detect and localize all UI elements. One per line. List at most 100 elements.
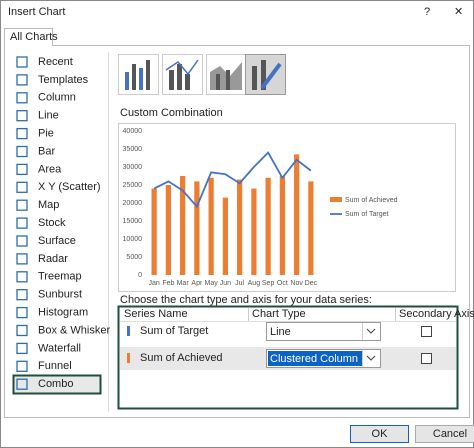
x-tick-label: Feb [162,280,174,287]
ok-button[interactable] [350,425,409,443]
line-series [153,151,312,209]
tab[interactable]: All Charts [10,31,58,43]
chart-preview [118,123,456,292]
x-tick-label: Jan [148,280,159,287]
x-tick-label: Jun [220,280,231,287]
bar [294,154,300,275]
cancel-button[interactable] [415,425,474,443]
y-tick-label: 20000 [123,200,143,207]
sidebar-item[interactable]: Sunburst [38,289,82,301]
bar [151,188,157,275]
legend-key [330,197,342,202]
icon [169,70,174,90]
y-tick-label: 40000 [123,128,143,135]
item-icon [16,199,28,211]
y-tick-label: 0 [138,272,142,279]
sidebar-item[interactable]: Templates [38,74,89,86]
y-tick-label: 35000 [123,146,143,153]
legend-label: Sum of Achieved [345,197,398,204]
item-icon [16,145,28,158]
sidebar-item[interactable]: Histogram [38,307,88,319]
chart-type: Line [270,326,291,338]
sidebar-item[interactable]: Surface [38,235,76,247]
bar [194,181,200,275]
bar [180,176,186,275]
sidebar-item[interactable]: Radar [38,253,68,265]
icon [252,66,257,90]
sidebar-item[interactable]: Combo [38,378,73,390]
sidebar-item[interactable]: Column [38,92,76,104]
item-icon [16,324,28,337]
icon [177,64,182,90]
column-header: Chart Type [252,308,306,320]
subtype-title: Custom Combination [120,107,223,119]
sidebar-item[interactable]: Area [38,163,62,175]
item-icon [16,110,28,122]
icon [185,74,190,90]
y-tick-label: 5000 [126,254,142,261]
help-button[interactable]: ? [424,6,430,18]
subtypes [118,54,286,95]
sidebar-item[interactable]: X Y (Scatter) [38,181,101,193]
item-icon [16,163,28,176]
y-tick-label: 10000 [123,236,143,243]
sidebar-item[interactable]: Pie [38,128,54,140]
icon [165,59,199,76]
selected-item [12,374,102,395]
y-tick-label: 25000 [123,182,143,189]
close-button[interactable]: ✕ [454,6,463,18]
icon [261,60,266,90]
bar [222,197,228,275]
subtype-1[interactable] [118,54,159,95]
series-marker [127,326,130,336]
bar [251,188,257,275]
icon [125,72,129,90]
button-label: Cancel [433,428,467,440]
item-icon [16,342,28,355]
main-panel [4,45,470,418]
x-tick-label: Dec [305,280,318,287]
x-tick-label: Jul [235,280,244,287]
subtype-2[interactable] [162,54,203,95]
x-tick-label: Aug [248,280,261,287]
sidebar-item[interactable]: Funnel [38,360,72,372]
item-icon [16,289,28,301]
item-icon [16,360,28,372]
x-tick-label: Nov [290,280,303,287]
bar [165,185,171,275]
x-tick-label: Oct [277,280,288,287]
item-icon [16,271,28,283]
button-label: OK [372,428,389,440]
dropdown-arrow [366,328,376,334]
item-icon [16,306,28,319]
chart-type-dropdown[interactable] [266,322,381,341]
secondary-axis-checkbox[interactable] [421,326,432,337]
item-icon [16,378,28,390]
sidebar-item[interactable]: Recent [38,56,73,68]
dialog-title: Insert Chart [8,6,65,18]
sidebar-item[interactable]: Treemap [38,271,82,283]
y-tick-label: 30000 [123,164,143,171]
sidebar-item[interactable]: Box & Whisker [38,324,110,336]
item-icon [16,127,28,140]
item-icon [16,181,28,193]
icon [132,64,136,90]
item-icon [16,235,28,247]
icon [139,68,143,90]
item-icon [16,56,28,68]
sidebar-item[interactable]: Map [38,199,59,211]
legend-label: Sum of Target [345,211,389,218]
x-tick-label: Mar [177,280,190,287]
sidebar-item[interactable]: Bar [38,145,55,157]
x-tick-label: Sep [262,280,275,287]
bar [208,177,214,275]
series-name: Sum of Achieved [140,352,223,364]
sidebar-item[interactable]: Stock [38,217,66,229]
y-tick-label: 15000 [123,218,143,225]
icon [216,74,220,90]
x-tick-label: Apr [191,280,203,287]
item-icon [16,253,28,265]
secondary-axis-checkbox[interactable] [421,353,432,364]
sidebar-item[interactable]: Waterfall [38,342,81,354]
sidebar-item[interactable]: Line [38,110,59,122]
